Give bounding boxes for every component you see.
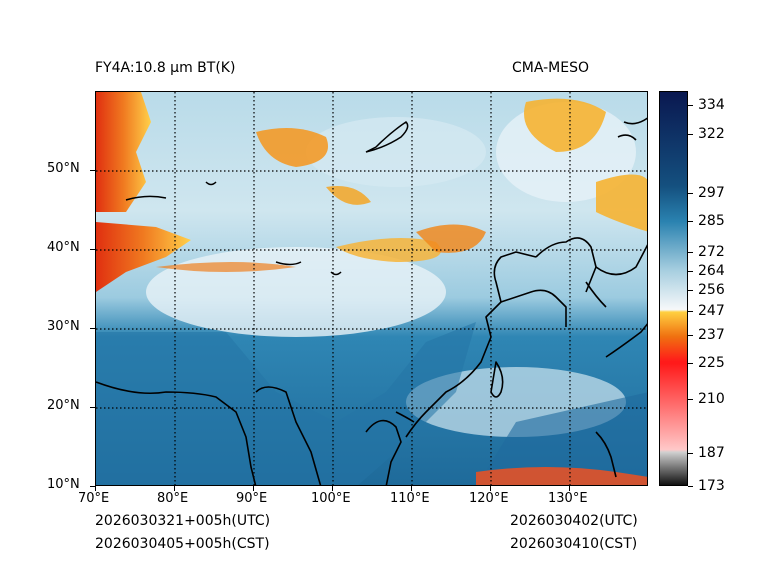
colorbar-tick-label: 272: [698, 243, 725, 260]
lat-tick: [90, 407, 95, 408]
colorbar-tick: [688, 334, 693, 336]
lon-tick-label: 120°E: [469, 491, 509, 506]
lon-tick: [411, 486, 412, 491]
lon-tick-label: 70°E: [78, 491, 110, 506]
colorbar-tick-label: 285: [698, 213, 725, 230]
lon-tick-label: 100°E: [311, 491, 351, 506]
cloud-band: [306, 117, 486, 187]
colorbar-tick-label: 237: [698, 326, 725, 343]
lon-tick: [569, 486, 570, 491]
lon-tick: [332, 486, 333, 491]
warm-surface: [326, 186, 371, 205]
lon-tick-label: 130°E: [548, 491, 588, 506]
satellite-map: [95, 91, 648, 486]
warm-surface: [96, 222, 191, 292]
colorbar-tick-label: 256: [698, 281, 725, 298]
warm-surface: [416, 224, 486, 253]
lat-tick: [90, 170, 95, 171]
colorbar-tick: [688, 221, 693, 223]
lat-tick-label: 10°N: [47, 477, 80, 492]
warm-surface: [596, 174, 647, 232]
colorbar-tick-label: 247: [698, 303, 725, 319]
product-title: FY4A:10.8 µm BT(K): [95, 60, 236, 76]
init-time-cst: 2026030405+005h(CST): [95, 536, 270, 552]
coastlines: [96, 117, 647, 485]
colorbar-tick: [688, 133, 693, 135]
lon-tick-label: 110°E: [390, 491, 430, 506]
lon-tick: [490, 486, 491, 491]
lon-tick: [174, 486, 175, 491]
ocean-region: [96, 322, 476, 485]
warm-surface: [256, 128, 328, 167]
init-time-utc: 2026030321+005h(UTC): [95, 513, 271, 529]
colorbar-tick: [688, 270, 693, 272]
colorbar-tick: [688, 311, 693, 312]
warm-surface: [156, 262, 296, 272]
valid-time-cst: 2026030410(CST): [510, 536, 638, 552]
colorbar-tick-label: 210: [698, 390, 725, 407]
colorbar-tick-label: 225: [698, 355, 725, 371]
colorbar-tick: [688, 398, 693, 400]
lon-tick-label: 80°E: [157, 491, 189, 506]
colorbar-tick-label: 173: [698, 478, 725, 494]
ocean-region: [477, 392, 647, 485]
colorbar-tick-label: 187: [698, 444, 725, 461]
colorbar-tick: [688, 486, 693, 487]
warm-surface: [524, 98, 606, 152]
warm-surface: [96, 92, 151, 212]
lat-tick-label: 20°N: [47, 398, 80, 413]
colorbar-tick: [688, 289, 693, 291]
colorbar-tick-label: 322: [698, 125, 725, 142]
colorbar-tick: [688, 452, 693, 454]
model-name: CMA-MESO: [512, 60, 590, 76]
lat-tick: [90, 328, 95, 329]
lon-tick-label: 90°E: [236, 491, 268, 506]
colorbar-tick-label: 334: [698, 97, 725, 114]
lat-tick-label: 40°N: [47, 240, 80, 255]
lat-tick: [90, 486, 95, 487]
valid-time-utc: 2026030402(UTC): [510, 513, 638, 529]
lat-tick-label: 30°N: [47, 319, 80, 334]
lat-tick: [90, 249, 95, 250]
lon-tick: [95, 486, 96, 491]
colorbar-tick: [688, 251, 693, 253]
lat-tick-label: 50°N: [47, 161, 80, 176]
temperature-colorbar: [659, 91, 688, 486]
lake-outlines: [125, 121, 409, 276]
colorbar-tick: [688, 363, 693, 364]
colorbar-tick-label: 297: [698, 184, 725, 201]
colorbar-tick: [688, 192, 693, 194]
lon-tick: [253, 486, 254, 491]
colorbar-tick: [688, 105, 693, 107]
warm-surface: [476, 467, 647, 485]
colorbar-tick-label: 264: [698, 262, 725, 279]
